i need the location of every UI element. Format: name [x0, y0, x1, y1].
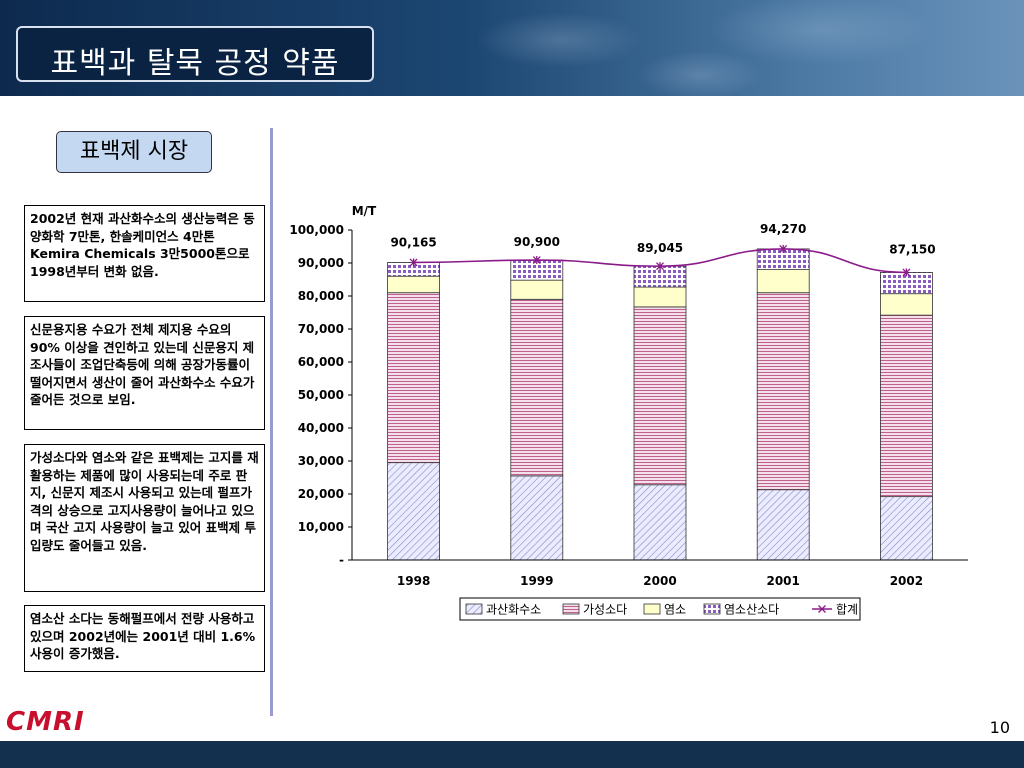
total-line: 90,165 90,900 89,045 94,270 87,150	[390, 222, 936, 277]
y-tick-label: 10,000	[298, 520, 344, 534]
bar-segment	[387, 292, 440, 464]
total-point	[409, 258, 418, 267]
svg-text:염소산소다: 염소산소다	[724, 603, 779, 617]
note-hydrogen-peroxide-capacity: 2002년 현재 과산화수소의 생산능력은 동양화학 7만톤, 한솔케미언스 4…	[24, 205, 265, 302]
section-subtitle: 표백제 시장	[56, 131, 212, 173]
bar-segment	[880, 496, 933, 561]
y-tick-label: -	[339, 553, 344, 567]
page-number: 10	[989, 718, 1010, 737]
total-data-label: 87,150	[889, 242, 935, 256]
y-tick-label: 90,000	[298, 256, 344, 270]
total-data-label: 89,045	[637, 241, 683, 255]
y-tick-label: 60,000	[298, 355, 344, 369]
total-point	[656, 262, 664, 271]
bar-segment	[880, 293, 933, 316]
vertical-divider	[270, 128, 273, 716]
total-data-label: 90,900	[514, 235, 560, 249]
bars	[387, 248, 933, 561]
y-tick-label: 100,000	[289, 223, 344, 237]
footer-bar	[0, 741, 1024, 768]
x-tick-label: 2002	[890, 574, 923, 588]
legend-item: 과산화수소	[465, 603, 541, 617]
bar-segment	[756, 292, 810, 491]
legend-item: 가성소다	[562, 603, 627, 617]
svg-text:염소: 염소	[664, 603, 686, 617]
y-axis-label: M/T	[352, 204, 377, 218]
title-box: 표백과 탈묵 공정 약품	[16, 26, 374, 82]
bar-segment	[510, 279, 564, 300]
bar-segment	[756, 269, 810, 294]
total-data-label: 94,270	[760, 222, 806, 236]
y-tick-label: 50,000	[298, 388, 344, 402]
bar-segment	[510, 298, 564, 477]
y-axis: - 10,000 20,000 30,000 40,000 50,000 60,000 70,…	[289, 223, 353, 567]
total-point	[902, 268, 911, 277]
bar-segment	[756, 489, 810, 561]
bar-segment	[633, 484, 687, 561]
legend-item: 합계	[812, 603, 858, 617]
x-tick-label: 2000	[643, 574, 676, 588]
x-tick-label: 2001	[766, 574, 799, 588]
legend-item: 염소산소다	[703, 603, 779, 617]
note-caustic-soda-chlorine: 가성소다와 염소와 같은 표백제는 고지를 재활용하는 제품에 많이 사용되는데…	[24, 444, 265, 592]
legend: 과산화수소 가성소다 염소 염소산소다 합계	[459, 597, 861, 621]
cmri-logo: CMRI	[6, 707, 85, 737]
page-title: 표백과 탈묵 공정 약품	[50, 46, 340, 81]
note-newsprint-demand: 신문용지용 수요가 전체 제지용 수요의 90% 이상을 견인하고 있는데 신문…	[24, 316, 265, 430]
svg-text:가성소다: 가성소다	[583, 603, 627, 617]
bar-segment	[387, 462, 440, 561]
bar-segment	[633, 286, 687, 308]
bar-segment	[633, 306, 687, 486]
y-tick-label: 70,000	[298, 322, 344, 336]
y-tick-label: 20,000	[298, 487, 344, 501]
note-sodium-chlorate: 염소산 소다는 동해펄프에서 전량 사용하고 있으며 2002년에는 2001년…	[24, 605, 265, 672]
y-tick-label: 40,000	[298, 421, 344, 435]
svg-text:합계: 합계	[836, 603, 858, 617]
bar-segment	[880, 314, 933, 498]
y-tick-label: 80,000	[298, 289, 344, 303]
bar-segment	[510, 475, 564, 561]
stacked-bar-chart: M/T - 10,000 20,000 30,000 40,000 50,000 60,00…	[289, 204, 968, 621]
bar-segment	[387, 275, 440, 294]
total-data-label: 90,165	[390, 235, 436, 249]
x-axis: 1998 1999 2000 2001 2002	[352, 559, 968, 588]
total-point	[779, 244, 788, 253]
legend-item: 염소	[643, 603, 686, 617]
x-tick-label: 1998	[397, 574, 430, 588]
y-tick-label: 30,000	[298, 454, 344, 468]
total-point	[532, 256, 541, 265]
header-banner: 표백과 탈묵 공정 약품	[0, 0, 1024, 96]
x-tick-label: 1999	[520, 574, 553, 588]
svg-text:과산화수소: 과산화수소	[486, 603, 541, 617]
